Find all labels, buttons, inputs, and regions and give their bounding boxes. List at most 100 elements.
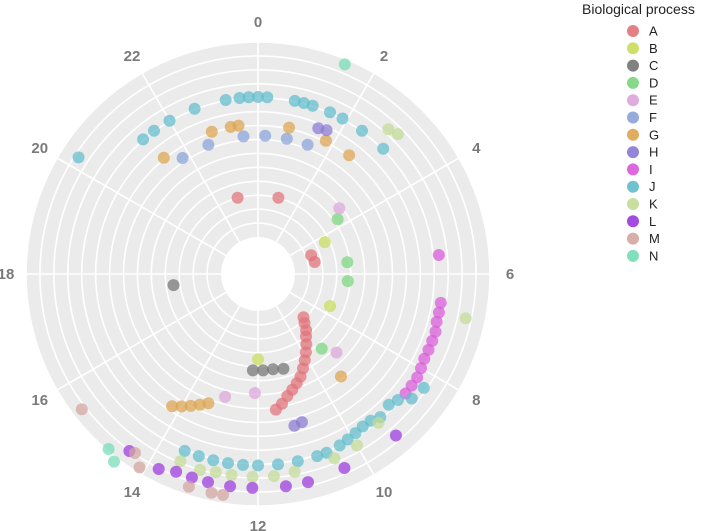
data-point (72, 151, 85, 164)
angular-tick-label: 22 (124, 48, 141, 65)
data-point (331, 213, 344, 226)
legend-label: B (649, 41, 658, 56)
legend-marker (627, 76, 639, 89)
data-point (279, 480, 292, 493)
data-point (283, 121, 296, 134)
angular-tick-label: 2 (380, 48, 388, 65)
data-point (267, 470, 280, 483)
data-point (341, 275, 354, 288)
data-point (242, 91, 255, 104)
data-point (320, 124, 333, 137)
legend-marker (627, 249, 639, 262)
data-point (188, 102, 201, 115)
angular-tick-label: 14 (124, 484, 141, 501)
data-point (257, 364, 270, 377)
angular-tick-label: 6 (506, 266, 514, 283)
data-point (328, 452, 341, 465)
data-point (417, 381, 430, 394)
data-point (205, 125, 218, 138)
data-point (405, 392, 418, 405)
data-point (302, 476, 314, 489)
legend-label: L (649, 214, 656, 229)
legend-label: A (649, 24, 658, 39)
legend-label: F (649, 110, 657, 125)
plot-area (25, 41, 491, 507)
angular-tick-label: 18 (0, 266, 14, 283)
data-point (163, 114, 176, 127)
data-point (333, 439, 346, 452)
data-point (280, 132, 293, 145)
data-point (377, 142, 390, 155)
legend-label: C (649, 58, 658, 73)
legend-label: M (649, 231, 660, 246)
data-point (231, 191, 244, 204)
legend-label: K (649, 197, 658, 212)
data-point (338, 462, 351, 474)
legend-title: Biological process (582, 1, 695, 17)
data-point (193, 398, 206, 411)
legend-marker (627, 59, 639, 72)
angular-tick-label: 4 (472, 140, 481, 157)
data-point (252, 353, 264, 366)
data-point (311, 450, 324, 463)
data-point (182, 480, 195, 493)
angular-grid-spoke (56, 157, 227, 257)
data-point (341, 256, 354, 269)
data-point (170, 465, 183, 478)
data-point (102, 443, 115, 455)
data-point (429, 325, 442, 338)
data-point (224, 480, 237, 493)
data-point (418, 352, 431, 365)
angular-grid-spoke (289, 291, 460, 391)
data-point (152, 463, 165, 475)
legend-marker (627, 163, 639, 176)
data-point (202, 476, 214, 489)
data-point (338, 58, 351, 71)
data-point (233, 92, 246, 104)
data-point (318, 236, 331, 249)
data-point (415, 362, 427, 375)
data-point (291, 455, 304, 468)
data-point (351, 439, 363, 452)
data-point (324, 106, 336, 119)
data-point (433, 306, 445, 319)
data-point (288, 465, 301, 478)
data-point (382, 398, 395, 411)
angular-grid-spoke (289, 157, 460, 257)
data-point (333, 202, 346, 215)
data-point (330, 346, 343, 359)
data-point (277, 362, 290, 375)
data-point (382, 123, 395, 136)
data-point (219, 390, 232, 403)
data-point (319, 134, 332, 147)
data-point (232, 119, 245, 132)
data-point (205, 486, 218, 499)
data-point (192, 450, 205, 463)
legend-marker (627, 180, 639, 193)
data-point (252, 459, 264, 472)
angular-tick-label: 20 (31, 140, 48, 157)
legend-marker (627, 42, 639, 55)
data-point (269, 403, 282, 416)
data-point (288, 94, 301, 107)
legend-label: H (649, 145, 658, 160)
data-point (372, 416, 385, 429)
data-point (306, 99, 319, 112)
angular-tick-label: 0 (254, 14, 262, 31)
data-point (261, 91, 274, 104)
legend-label: E (649, 93, 658, 108)
center-hole (221, 237, 295, 311)
data-point (246, 481, 259, 494)
data-point (207, 454, 220, 467)
data-point (225, 469, 238, 481)
data-point (133, 461, 146, 474)
data-point (246, 470, 259, 483)
data-point (178, 444, 191, 457)
data-point (288, 419, 301, 432)
data-point (272, 191, 285, 204)
data-point (343, 149, 356, 162)
data-point (137, 133, 150, 146)
